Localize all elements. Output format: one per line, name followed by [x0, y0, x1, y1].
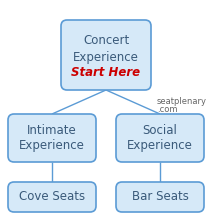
Text: Experience: Experience [73, 51, 139, 64]
Text: Concert: Concert [83, 35, 129, 48]
Text: .com: .com [157, 105, 177, 114]
FancyBboxPatch shape [8, 114, 96, 162]
FancyBboxPatch shape [8, 182, 96, 212]
Text: Intimate: Intimate [27, 124, 77, 138]
Text: Experience: Experience [19, 138, 85, 151]
Text: Start Here: Start Here [71, 65, 141, 78]
Text: Bar Seats: Bar Seats [132, 191, 188, 203]
Text: seatplenary: seatplenary [157, 97, 207, 106]
Text: Cove Seats: Cove Seats [19, 191, 85, 203]
FancyBboxPatch shape [116, 182, 204, 212]
Text: Social: Social [142, 124, 177, 138]
FancyBboxPatch shape [116, 114, 204, 162]
FancyBboxPatch shape [61, 20, 151, 90]
Text: Experience: Experience [127, 138, 193, 151]
